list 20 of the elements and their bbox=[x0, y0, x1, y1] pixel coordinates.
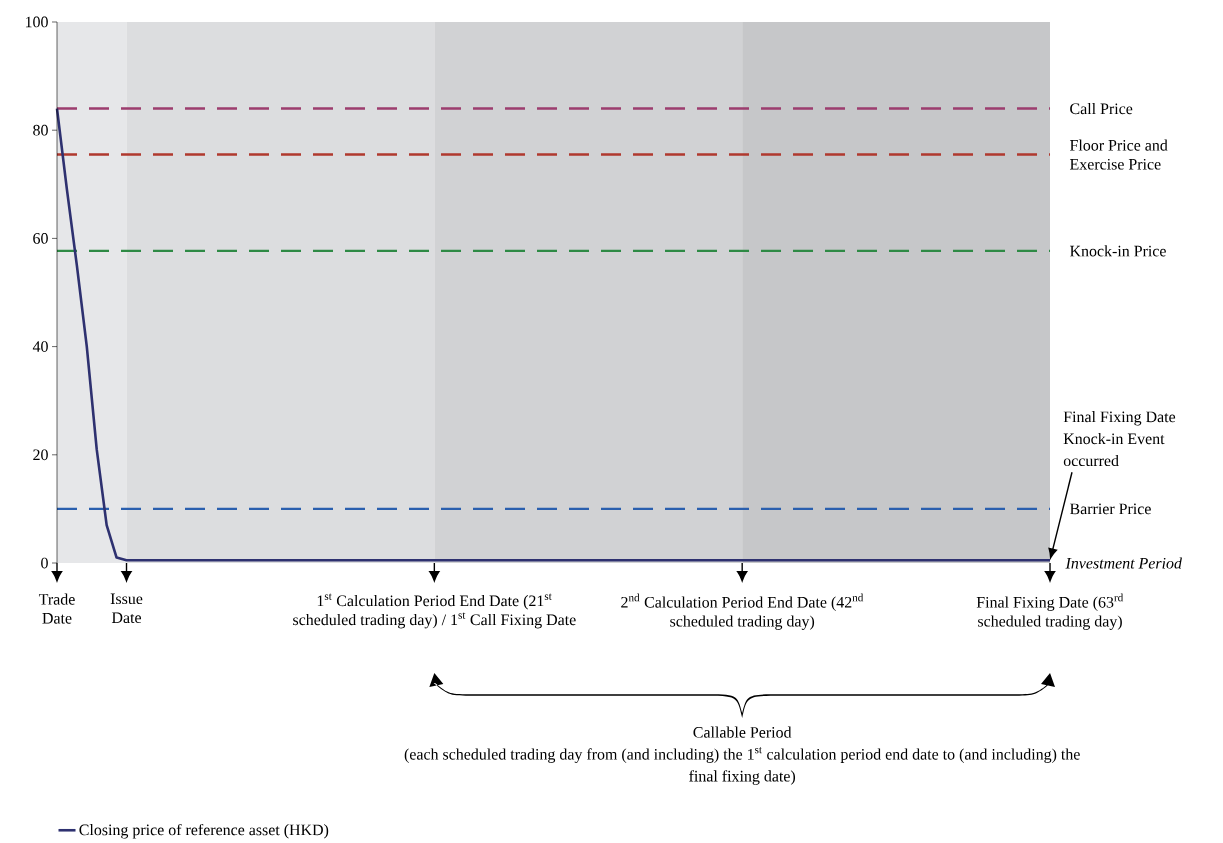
text: (each scheduled trading day from (and including) the 1$^{st}$ calculation period end date to (and including) the final fixing date) bbox=[404, 746, 1080, 785]
ref-line-label: Call Price bbox=[1070, 102, 1133, 115]
y-tick-label: 60 bbox=[33, 233, 48, 244]
ref-line-label: Floor Price and Exercise Price bbox=[1069, 139, 1168, 170]
category-label: 2$^{nd}$ Calculation Period End Date (42$^{nd}$ scheduled trading day) bbox=[621, 593, 864, 630]
ref-line-label: Knock-in Price bbox=[1069, 245, 1166, 257]
y-tick-label: 80 bbox=[33, 124, 48, 136]
y-tick-label: 0 bbox=[41, 557, 48, 569]
y-tick-label: 40 bbox=[32, 341, 48, 352]
ref-line-label: Barrier Price bbox=[1069, 503, 1151, 515]
legend-label: Closing price of reference asset (HKD) bbox=[79, 823, 329, 839]
x-tick-label: Trade Date bbox=[38, 593, 75, 624]
text: Final Fixing Date Knock-in Event occurred bbox=[1063, 411, 1176, 467]
category-label: Final Fixing Date (63$^{rd}$ scheduled trading day) bbox=[976, 593, 1124, 630]
category-label: 1$^{st}$ Calculation Period End Date (21$^{st}$ scheduled trading day) / 1$^{st}$ Call Fixing Date bbox=[293, 593, 576, 629]
y-tick-label: 20 bbox=[33, 449, 48, 461]
x-tick-label: Issue Date bbox=[110, 593, 143, 624]
y-tick-label: 100 bbox=[25, 16, 48, 28]
text: Callable Period bbox=[693, 726, 792, 738]
text: Investment Period bbox=[1065, 557, 1182, 569]
